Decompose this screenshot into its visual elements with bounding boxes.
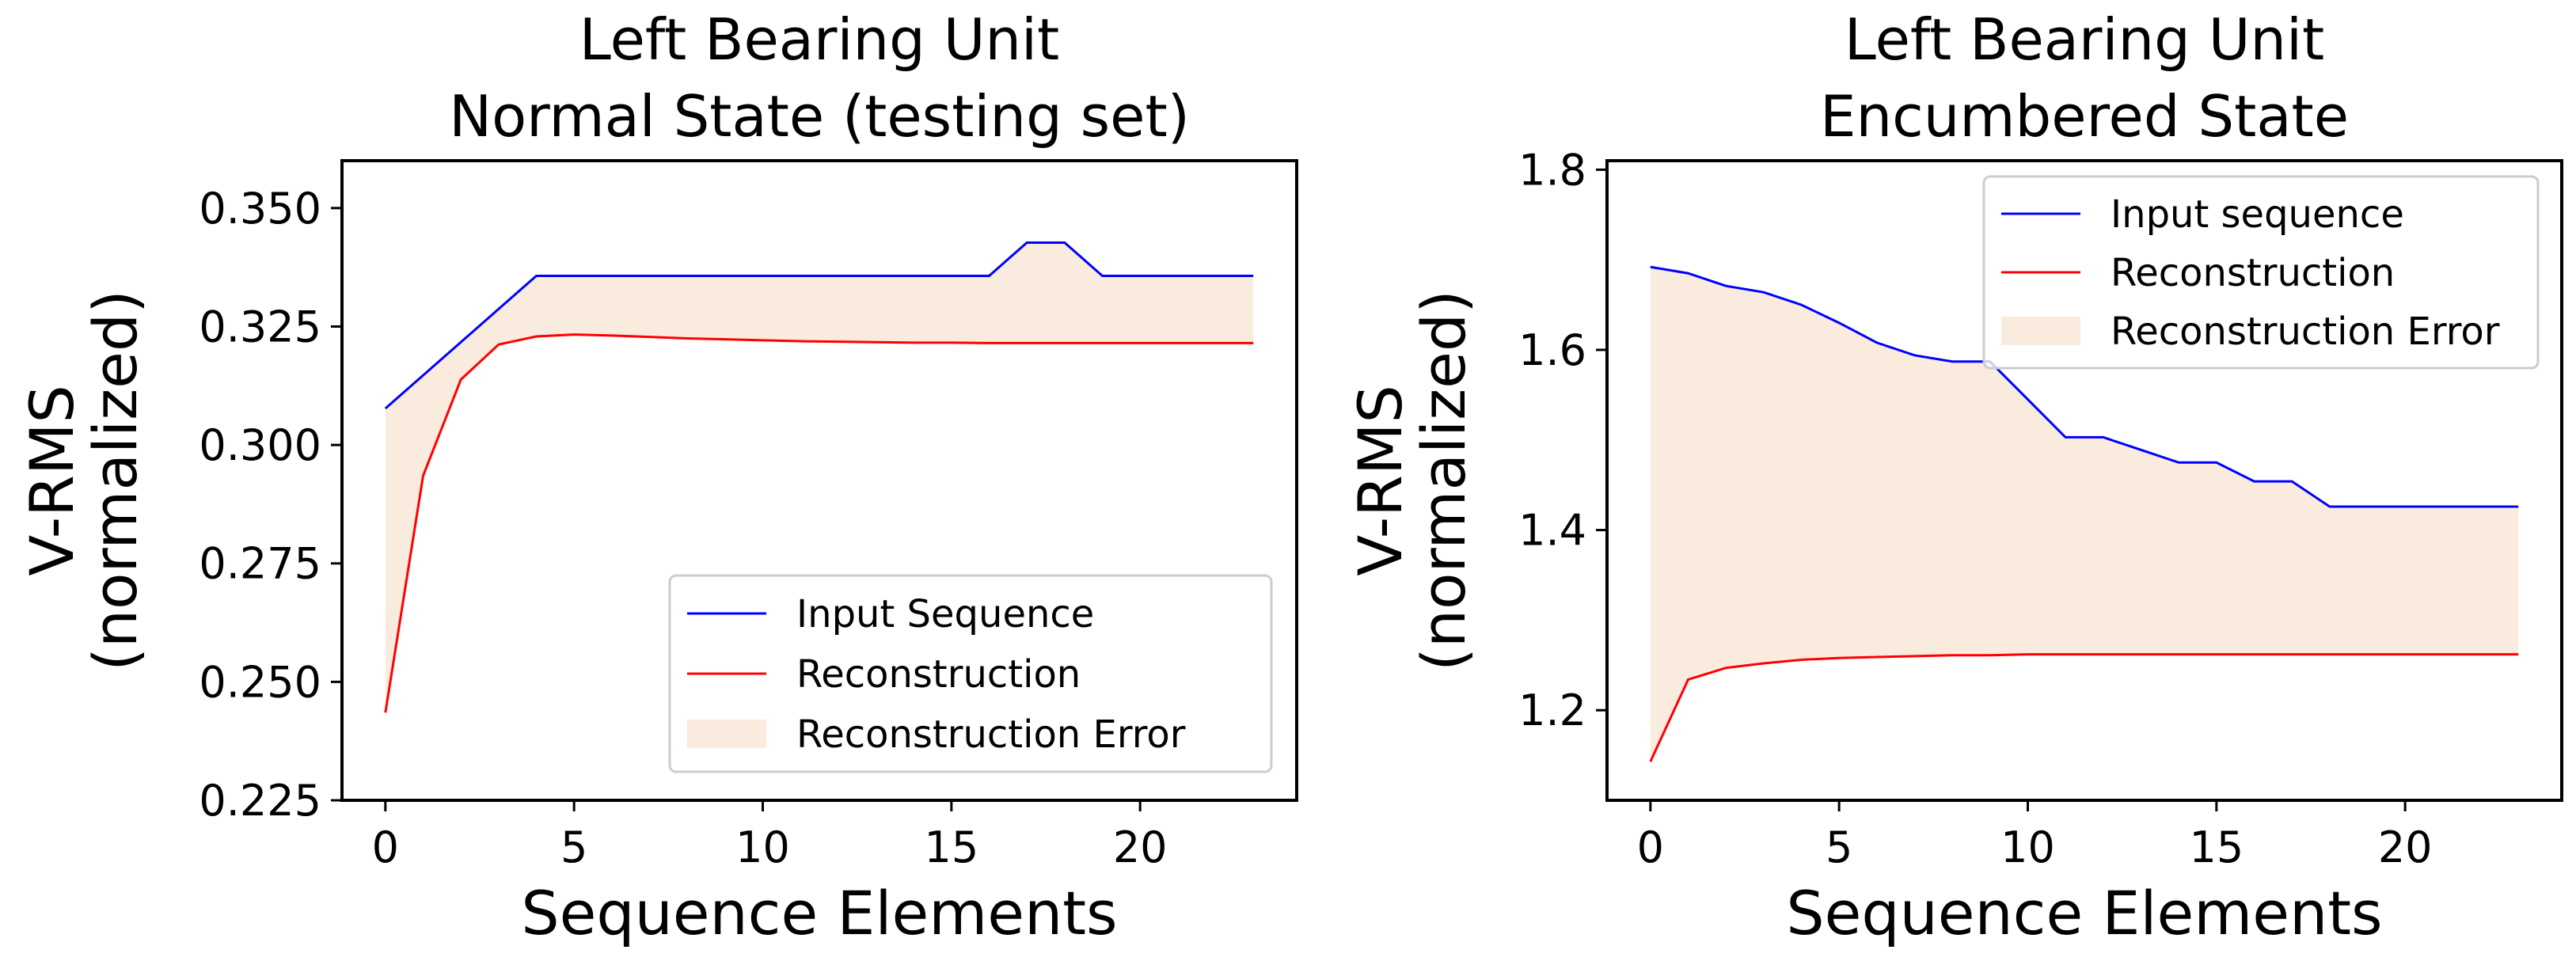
chart-panel-1: 0 5 10 15 20 0.225 0.250 0.275 0.300 0.325 0.350 Le… [17, 6, 1298, 948]
y-tick-label: 0.300 [199, 420, 321, 470]
legend: Input Sequence Reconstruction Reconstructi… [668, 574, 1273, 773]
chart-panel-2: 0 5 10 15 20 1.2 1.4 1.6 1.8 Left Bearing Unit Enc… [1345, 6, 2563, 948]
x-tick-label: 20 [1113, 822, 1168, 872]
legend-reconstruction-error-label: Reconstruction Error [2111, 310, 2500, 354]
legend-reconstruction-error-swatch [2001, 317, 2080, 345]
y-tick-label: 1.2 [1518, 686, 1586, 735]
y-tick-label: 0.225 [199, 776, 321, 826]
reconstruction-error-area [385, 242, 1254, 713]
y-tick-label: 1.6 [1518, 325, 1586, 375]
y-axis-label-line-1: V-RMS [17, 385, 87, 576]
chart-title-line-1: Left Bearing Unit [1845, 6, 2325, 73]
y-tick-label: 0.350 [199, 184, 321, 234]
legend-reconstruction-error-swatch [687, 720, 766, 748]
legend-input-sequence-label: Input Sequence [796, 592, 1094, 636]
input-sequence-line [1650, 265, 2519, 508]
x-axis-label: Sequence Elements [1786, 878, 2382, 948]
x-tick-label: 10 [735, 822, 790, 872]
legend-reconstruction-label: Reconstruction [796, 652, 1081, 697]
legend-frame [668, 574, 1273, 773]
x-tick-label: 15 [924, 822, 978, 872]
y-tick-label: 0.250 [199, 657, 321, 707]
x-tick-label: 20 [2378, 822, 2433, 872]
chart-title-line-2: Normal State (testing set) [449, 83, 1190, 150]
y-axis-label-line-1: V-RMS [1345, 385, 1415, 576]
legend-reconstruction-error-label: Reconstruction Error [796, 712, 1186, 757]
x-tick-label: 15 [2189, 822, 2244, 872]
y-axis-label-line-2: (normalized) [80, 290, 150, 671]
y-tick-label: 0.325 [199, 302, 321, 351]
x-axis-label: Sequence Elements [521, 878, 1117, 948]
plot-frame [1605, 159, 2563, 802]
chart-title-line-1: Left Bearing Unit [579, 6, 1060, 73]
legend-reconstruction-label: Reconstruction [2111, 251, 2395, 295]
x-tick-label: 0 [372, 822, 399, 872]
y-axis-label-line-2: (normalized) [1408, 290, 1479, 671]
input-sequence-line [384, 241, 1254, 410]
legend-input-sequence-label: Input sequence [2111, 192, 2404, 237]
y-tick-label: 1.8 [1518, 145, 1586, 195]
chart-title-line-2: Encumbered State [1820, 83, 2349, 150]
legend: Input sequence Reconstruction Reconstructi… [1982, 175, 2540, 370]
x-tick-label: 5 [1826, 822, 1852, 872]
y-tick-label: 0.275 [199, 539, 321, 589]
y-tick-label: 1.4 [1518, 506, 1586, 556]
plot-frame [340, 159, 1298, 802]
reconstruction-line [1649, 653, 2519, 762]
x-tick-label: 5 [560, 822, 587, 872]
reconstruction-error-area [1650, 267, 2519, 762]
reconstruction-line [384, 333, 1254, 713]
legend-frame [1982, 175, 2540, 370]
x-tick-label: 0 [1637, 822, 1664, 872]
x-tick-label: 10 [2000, 822, 2055, 872]
